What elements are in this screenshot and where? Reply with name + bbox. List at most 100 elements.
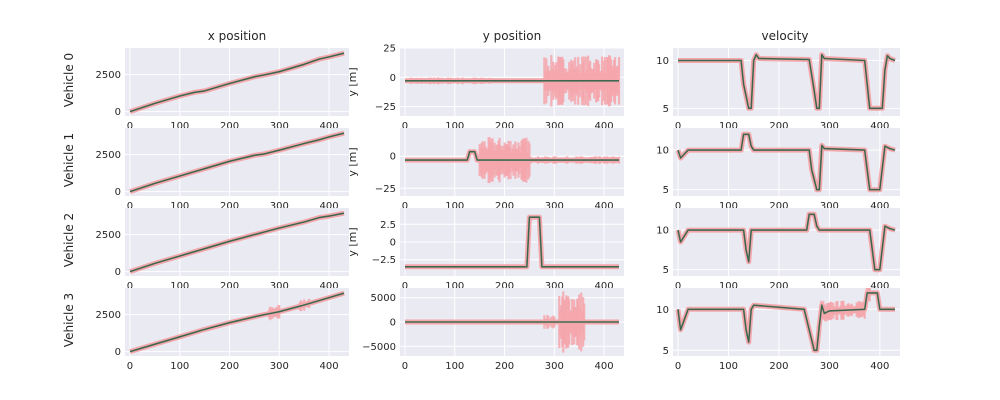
x-tick-label: 200 [769, 201, 788, 212]
x-tick-label: 200 [769, 121, 788, 132]
panel-vehicle-1-velocity: 0 100 200 300 400 5 10 [656, 128, 900, 212]
x-tick-label: 400 [870, 281, 889, 292]
x-tick-label: 300 [270, 201, 289, 212]
plot-area [405, 55, 621, 107]
x-tick-label: 300 [545, 201, 564, 212]
y-tick-label: 5 [663, 185, 669, 196]
x-tick-label: 200 [769, 361, 788, 372]
x-tick-label: 300 [820, 121, 839, 132]
y-tick-label: 0 [390, 152, 396, 163]
x-tick-label: 400 [320, 121, 339, 132]
y-tick-label: 5 [663, 104, 669, 115]
plot-area [129, 210, 345, 274]
plot-area [675, 288, 895, 353]
plot-area [678, 52, 896, 111]
x-tick-label: 100 [719, 201, 738, 212]
y-tick-label: 0 [390, 73, 396, 84]
truth-line [129, 212, 345, 272]
truth-line [129, 52, 345, 112]
plot-area [129, 130, 345, 194]
x-tick-label: 400 [595, 201, 614, 212]
plot-background [673, 288, 900, 356]
x-tick-label: 0 [402, 361, 408, 372]
y-tick-label: 0 [115, 107, 121, 118]
panel-vehicle-1-x-position: 0 100 200 300 400 0 2500 [96, 128, 349, 212]
plot-area [129, 290, 345, 354]
x-tick-label: 100 [170, 281, 189, 292]
y-tick-label: −2.5 [372, 255, 396, 266]
y-tick-label: 10 [656, 146, 669, 157]
x-tick-label: 200 [495, 201, 514, 212]
column-title-velocity: velocity [762, 29, 809, 43]
x-tick-label: 100 [170, 361, 189, 372]
y-tick-label: 0 [390, 238, 396, 249]
plot-background [673, 208, 900, 276]
x-tick-label: 400 [320, 361, 339, 372]
y-tick-label: 0 [115, 187, 121, 198]
truth-line [677, 214, 896, 271]
x-tick-label: 100 [719, 361, 738, 372]
x-tick-label: 300 [820, 281, 839, 292]
y-tick-label: 10 [656, 305, 669, 316]
x-tick-label: 300 [545, 361, 564, 372]
x-tick-label: 400 [595, 121, 614, 132]
x-tick-label: 300 [545, 121, 564, 132]
panel-vehicle-2-x-position: 0 100 200 300 400 0 2500 [96, 208, 349, 292]
x-tick-label: 300 [270, 121, 289, 132]
truth-line [678, 53, 896, 109]
y-tick-label: 5 [663, 265, 669, 276]
panel-vehicle-0-velocity: 0 100 200 300 400 5 10 [656, 48, 900, 132]
panel-vehicle-0-y-position: 0 100 200 300 400 −25 0 25 [375, 44, 624, 132]
x-tick-label: 200 [495, 361, 514, 372]
y-axis-label-row-2: y [m] [346, 227, 359, 256]
plot-area [129, 50, 345, 114]
y-tick-label: 0 [115, 347, 121, 358]
x-tick-label: 200 [495, 121, 514, 132]
y-axis-label-row-1: y [m] [346, 147, 359, 176]
truth-line [677, 134, 896, 190]
plot-background [673, 128, 900, 196]
y-tick-label: 0 [390, 318, 396, 329]
truth-line [677, 292, 895, 351]
x-tick-label: 0 [402, 121, 408, 132]
y-tick-label: 2500 [96, 70, 121, 81]
y-tick-label: 5 [663, 346, 669, 357]
y-tick-label: 2500 [96, 150, 121, 161]
x-tick-label: 0 [127, 281, 133, 292]
truth-line [129, 132, 345, 192]
x-tick-label: 300 [820, 201, 839, 212]
x-tick-label: 100 [445, 361, 464, 372]
x-tick-label: 0 [675, 121, 681, 132]
y-axis-label-row-0: y [m] [346, 67, 359, 96]
truth-line [405, 216, 619, 268]
x-tick-label: 300 [545, 281, 564, 292]
x-tick-label: 200 [220, 121, 239, 132]
x-tick-label: 0 [127, 121, 133, 132]
x-tick-label: 400 [595, 281, 614, 292]
x-tick-label: 300 [270, 361, 289, 372]
x-tick-label: 100 [445, 281, 464, 292]
truth-line [129, 292, 345, 352]
x-tick-label: 100 [719, 281, 738, 292]
plot-area [405, 214, 619, 270]
truth-line [405, 151, 619, 161]
x-tick-label: 0 [675, 281, 681, 292]
x-tick-label: 400 [595, 361, 614, 372]
x-tick-label: 200 [769, 281, 788, 292]
x-tick-label: 200 [220, 201, 239, 212]
y-tick-label: 25 [383, 44, 396, 55]
x-tick-label: 0 [127, 201, 133, 212]
x-tick-label: 200 [220, 281, 239, 292]
y-tick-label: 0 [115, 267, 121, 278]
y-tick-label: −25 [375, 184, 396, 195]
panel-vehicle-2-y-position: 0 100 200 300 400 −2.5 0 2.5 [372, 208, 624, 292]
row-label-vehicle-3: Vehicle 3 [62, 293, 76, 347]
column-title-y-position: y position [483, 29, 541, 43]
plot-area [675, 131, 896, 193]
y-tick-label: 2500 [96, 230, 121, 241]
x-tick-label: 0 [675, 361, 681, 372]
plot-area [675, 211, 896, 273]
x-tick-label: 100 [170, 201, 189, 212]
panel-vehicle-3-y-position: 0 100 200 300 400 −5000 0 5000 [362, 288, 624, 372]
